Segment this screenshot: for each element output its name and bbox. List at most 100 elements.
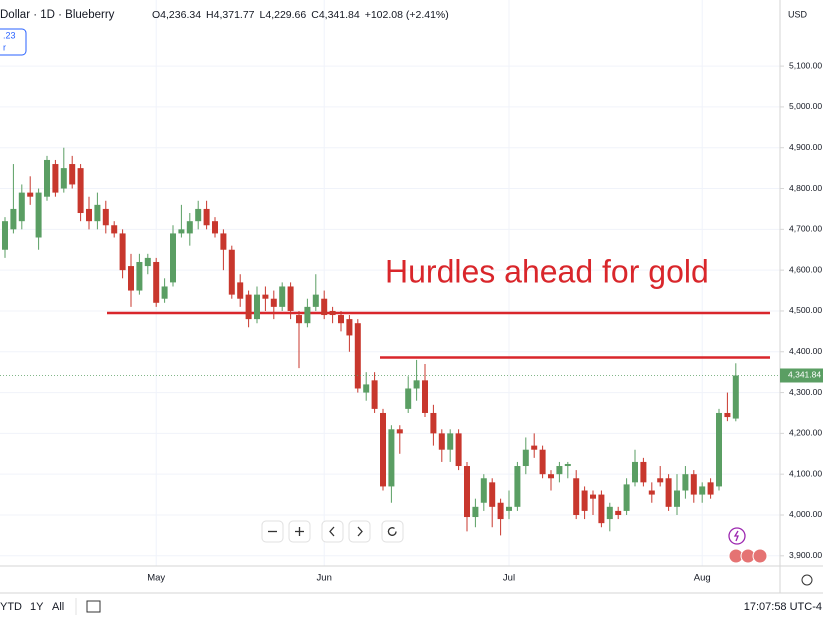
- icon: [387, 527, 397, 536]
- candle-body: [178, 229, 185, 234]
- candle-body: [413, 380, 420, 389]
- candle-body: [245, 294, 252, 320]
- event-flag[interactable]: [752, 548, 768, 564]
- candle-body: [161, 286, 168, 299]
- candle-body: [77, 168, 84, 214]
- y-tick-label: 3,900.00: [789, 550, 822, 560]
- ohlc-value: L4,229.66: [260, 9, 307, 21]
- candle-body: [396, 429, 403, 434]
- date-range-icon[interactable]: [86, 600, 101, 613]
- last-price-box: [780, 368, 823, 383]
- candle-body: [304, 306, 311, 324]
- settings-icon[interactable]: [801, 574, 813, 586]
- candle-body: [405, 388, 412, 409]
- y-tick-label: 5,100.00: [789, 60, 822, 70]
- x-tick-label: Jul: [503, 573, 515, 584]
- candle-body: [338, 315, 344, 324]
- candle-body: [237, 282, 244, 299]
- ohlc-value: H4,371.77: [206, 9, 255, 21]
- candle-body: [531, 445, 538, 450]
- y-tick-label: 4,700.00: [789, 224, 822, 234]
- icon: [357, 526, 363, 537]
- candle-body: [212, 221, 218, 234]
- candle-body: [220, 233, 227, 250]
- candle-body: [665, 478, 672, 507]
- last-price-label: 4,341.84: [788, 370, 821, 380]
- candle-body: [329, 310, 336, 316]
- candle-body: [346, 319, 353, 336]
- candle-body: [674, 490, 680, 507]
- y-tick-label: 4,500.00: [789, 305, 822, 315]
- y-tick-label: 4,600.00: [789, 264, 822, 274]
- currency[interactable]: USD: [788, 9, 808, 19]
- candle-body: [606, 506, 613, 520]
- indicator-value: .23: [3, 30, 16, 40]
- candle-body: [35, 192, 42, 238]
- candle-body: [27, 192, 34, 197]
- y-tick-label: 4,400.00: [789, 346, 822, 356]
- candle-body: [195, 208, 202, 222]
- clock: 17:07:58 UTC-4: [744, 601, 822, 613]
- candle-body: [10, 208, 17, 230]
- candle-body: [136, 261, 143, 291]
- y-tick-label: 4,900.00: [789, 142, 822, 152]
- candle-body: [18, 192, 25, 222]
- candle-body: [94, 204, 101, 222]
- candle-body: [657, 478, 664, 483]
- indicator-box[interactable]: [0, 28, 27, 56]
- annotation: Hurdles ahead for gold: [385, 253, 709, 289]
- candle-body: [632, 461, 638, 483]
- candle-body: [144, 257, 151, 267]
- candle-body: [489, 482, 496, 507]
- indicator-value: r: [3, 42, 6, 52]
- scroll-left-button[interactable]: [321, 520, 344, 543]
- candle-body: [447, 433, 454, 450]
- nav-buttons: [261, 520, 404, 543]
- range-button[interactable]: YTD: [0, 601, 22, 613]
- x-tick-label: Jun: [317, 573, 332, 584]
- candle-body: [724, 412, 731, 418]
- candle-body: [312, 294, 319, 307]
- candle-body: [422, 380, 428, 413]
- candle-body: [581, 490, 588, 511]
- candle-body: [623, 484, 630, 511]
- range-button[interactable]: 1Y: [30, 601, 44, 613]
- candle-body: [615, 510, 622, 515]
- candle-body: [102, 208, 109, 226]
- candle-body: [170, 233, 176, 283]
- reset-button[interactable]: [381, 520, 404, 543]
- y-tick-label: 4,800.00: [789, 183, 822, 193]
- candle-body: [648, 490, 655, 495]
- range-button[interactable]: All: [52, 601, 64, 613]
- candle-body: [111, 225, 118, 234]
- candle-body: [497, 502, 504, 520]
- x-tick-label: May: [147, 573, 165, 584]
- candle-body: [363, 384, 370, 393]
- candle-body: [203, 208, 210, 226]
- candle-body: [564, 463, 571, 467]
- ohlc-value: O4,236.34: [152, 9, 201, 21]
- candle-body: [514, 466, 521, 507]
- candle-body: [455, 433, 462, 467]
- candle-body: [438, 433, 445, 450]
- candle-body: [573, 478, 580, 515]
- candle-body: [52, 164, 59, 193]
- scroll-right-button[interactable]: [348, 520, 371, 543]
- candle-body: [682, 474, 689, 491]
- candle-body: [228, 249, 235, 295]
- candle-body: [716, 412, 722, 487]
- y-tick-label: 5,000.00: [789, 101, 822, 111]
- candle-body: [640, 461, 647, 483]
- x-tick-label: Aug: [694, 573, 711, 584]
- candle-body: [732, 375, 739, 419]
- candle-body: [522, 449, 529, 467]
- candle-body: [296, 315, 302, 324]
- candle-body: [472, 506, 479, 518]
- y-tick-label: 4,300.00: [789, 387, 822, 397]
- candle-body: [69, 164, 76, 185]
- candle-body: [279, 286, 286, 307]
- candle-body: [60, 168, 67, 189]
- plot: [0, 147, 780, 536]
